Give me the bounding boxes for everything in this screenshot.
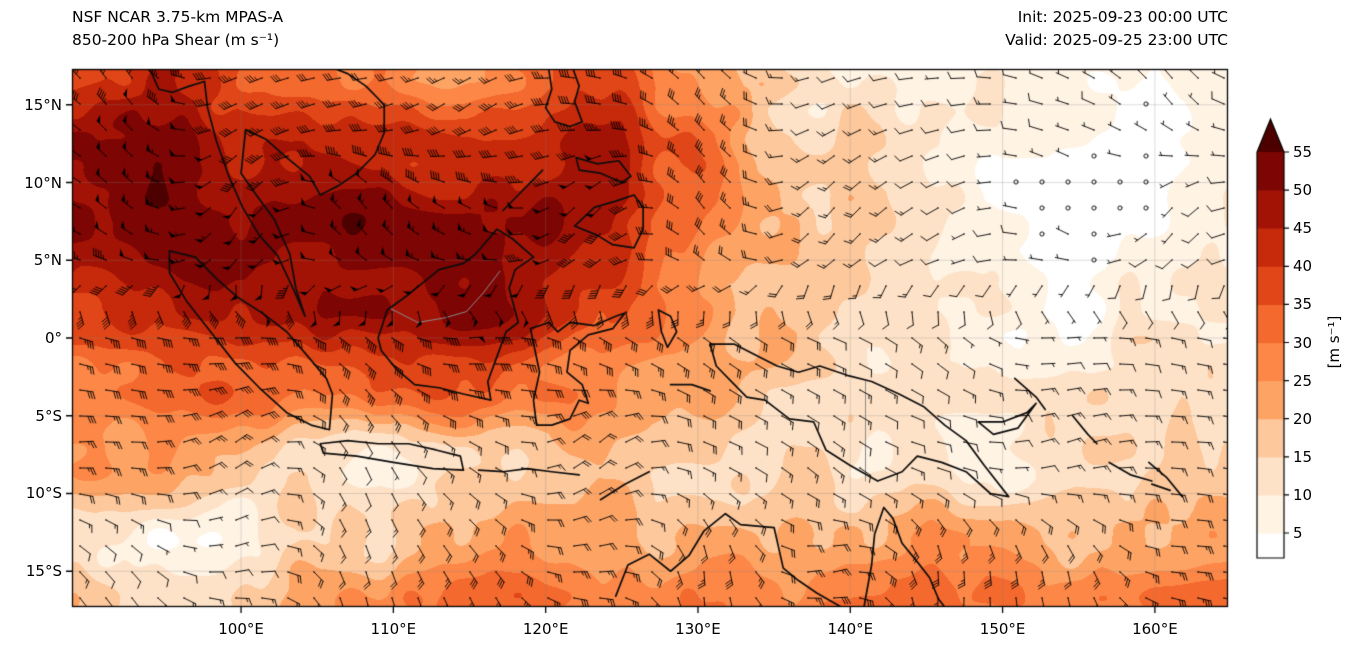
model-title: NSF NCAR 3.75-km MPAS-A: [72, 8, 284, 26]
init-time: Init: 2025-09-23 00:00 UTC: [1017, 8, 1228, 26]
valid-time: Valid: 2025-09-25 23:00 UTC: [1005, 31, 1228, 49]
title-block: NSF NCAR 3.75-km MPAS-A 850-200 hPa Shea…: [72, 6, 283, 52]
colorbar-label: [m s⁻¹]: [1325, 315, 1343, 369]
time-block: Init: 2025-09-23 00:00 UTC Valid: 2025-0…: [1005, 6, 1228, 52]
field-title: 850-200 hPa Shear (m s⁻¹): [72, 31, 280, 49]
